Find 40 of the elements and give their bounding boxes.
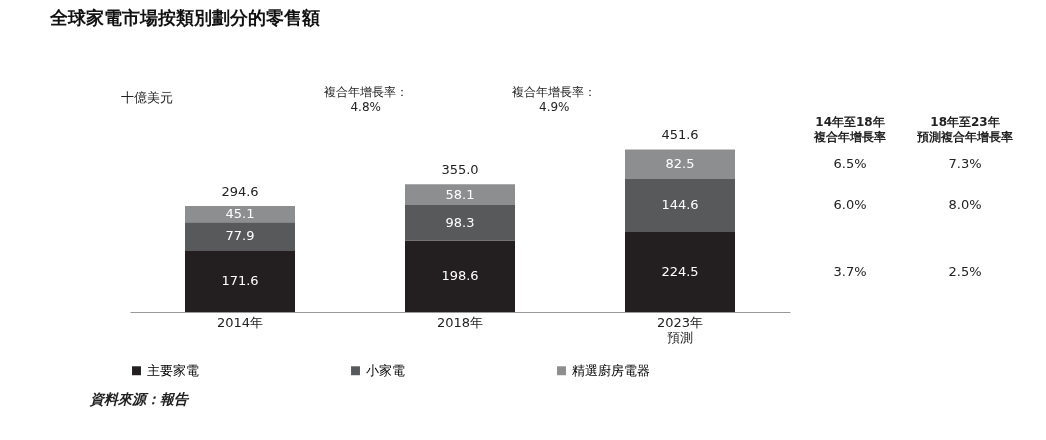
data-label: 58.1 [445,186,475,202]
chart-title: 全球家電市場按類別劃分的零售額 [49,7,320,28]
data-label: 82.5 [665,156,695,172]
y-axis-title: 十億美元 [120,89,173,105]
data-label: 77.9 [225,228,255,244]
data-label: 171.6 [221,273,259,289]
text: 3.7% [833,263,867,279]
text: 18年至23年預測複合年增長率 [916,115,1013,144]
x-tick-label: 2014年 [216,314,264,330]
bar [625,149,735,180]
data-label: 144.6 [661,197,699,213]
text: 複合年增長率： 4.9% [512,85,597,114]
text: 7.3% [948,156,982,172]
total-label: 451.6 [661,127,699,143]
text: 2.5% [948,263,982,279]
text: 14年至18年複合年增長率 [813,115,886,144]
text: 複合年增長率： 4.8% [323,85,408,114]
total-label: 294.6 [221,183,259,199]
x-tick-label: 2023年預測 [656,314,704,345]
legend-label: 精選廚房電器 [572,362,650,378]
text: 8.0% [948,197,982,213]
total-label: 355.0 [441,162,479,178]
bar [625,231,735,312]
data-label: 45.1 [225,206,255,222]
source-note: 資料來源：報告 [89,391,190,407]
bar [185,222,295,251]
data-label: 198.6 [441,268,479,284]
legend-label: 小家電 [366,362,405,378]
x-tick-label: 2018年 [436,314,484,330]
legend-label: 主要家電 [147,362,199,378]
bar [405,184,515,206]
bar [185,205,295,223]
text: 6.0% [833,197,867,213]
bar [625,179,735,232]
bar [405,205,515,241]
data-label: 224.5 [661,263,699,279]
data-label: 98.3 [445,214,475,230]
text: 6.5% [833,156,867,172]
bar [185,250,295,312]
bar [405,240,515,312]
